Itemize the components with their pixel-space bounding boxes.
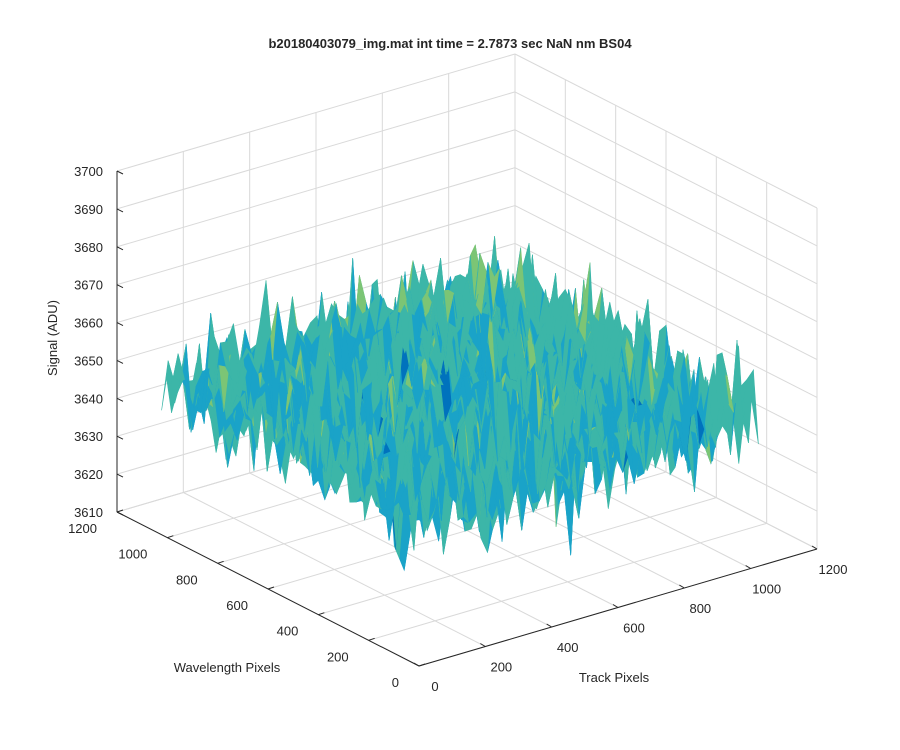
grid-line: [116, 53, 516, 172]
grid-line: [514, 167, 818, 323]
y-tick: [116, 509, 124, 513]
x-tick: [745, 565, 751, 569]
grid-line: [116, 91, 516, 210]
y-tick-label: 1000: [118, 547, 147, 562]
y-tick-label: 400: [277, 624, 299, 639]
grid-line: [514, 129, 818, 285]
z-tick-label: 3670: [74, 278, 103, 293]
z-tick: [116, 359, 124, 364]
z-tick-label: 3660: [74, 316, 103, 331]
z-tick: [116, 435, 124, 440]
z-tick-label: 3700: [74, 164, 103, 179]
grid-line: [318, 497, 717, 616]
z-tick-label: 3690: [74, 202, 103, 217]
grid-line: [514, 205, 818, 361]
z-tick: [116, 511, 124, 516]
axes: [116, 170, 818, 667]
surface-patch: [161, 360, 174, 411]
z-tick: [116, 246, 124, 251]
z-tick: [116, 284, 124, 289]
x-tick-label: 800: [689, 601, 711, 616]
x-tick: [612, 604, 619, 608]
x-tick-label: 0: [431, 679, 438, 694]
grid-line: [116, 167, 516, 286]
z-tick: [116, 397, 124, 402]
grid-line: [514, 91, 818, 247]
grid-line: [368, 522, 767, 641]
y-tick-label: 600: [226, 598, 248, 613]
x-tick: [679, 584, 685, 589]
grid-line: [116, 205, 516, 324]
z-tick-label: 3610: [74, 505, 103, 520]
z-tick-label: 3620: [74, 467, 103, 482]
z-tick: [116, 322, 124, 327]
z-axis-label: Signal (ADU): [45, 300, 60, 376]
z-tick-label: 3630: [74, 429, 103, 444]
z-tick: [116, 170, 124, 175]
y-tick: [217, 560, 224, 564]
x-tick: [480, 643, 486, 647]
x-tick: [811, 545, 818, 550]
z-tick-label: 3640: [74, 391, 103, 406]
grid-line: [514, 242, 818, 398]
y-tick-label: 0: [392, 675, 399, 690]
y-tick-label: 200: [327, 649, 349, 664]
y-tick: [167, 535, 174, 539]
surface-data: [161, 236, 759, 572]
x-tick-label: 400: [557, 640, 579, 655]
y-tick: [418, 663, 426, 667]
x-tick-label: 200: [490, 660, 512, 675]
x-axis-label: Track Pixels: [579, 670, 650, 685]
y-tick: [267, 586, 275, 590]
grid-line: [116, 242, 516, 361]
x-tick: [546, 623, 552, 628]
z-tick: [116, 473, 124, 478]
x-tick-label: 1200: [819, 562, 848, 577]
x-tick-label: 1000: [752, 582, 781, 597]
y-tick: [318, 612, 325, 616]
chart-title: b20180403079_img.mat int time = 2.7873 s…: [268, 36, 632, 51]
y-tick-label: 1200: [68, 521, 97, 536]
z-tick-label: 3650: [74, 353, 103, 368]
tick-labels: 0 200 400 600 800 1000 1200 0 200 400 600 800 1000 12…: [68, 164, 847, 694]
y-axis-label: Wavelength Pixels: [174, 660, 281, 675]
grid-line: [116, 129, 516, 248]
y-tick: [368, 637, 375, 641]
grid-line: [514, 53, 818, 209]
z-tick: [116, 208, 124, 213]
z-tick-label: 3680: [74, 240, 103, 255]
y-tick-label: 800: [176, 572, 198, 587]
x-tick-label: 600: [623, 621, 645, 636]
x-tick: [413, 662, 420, 667]
